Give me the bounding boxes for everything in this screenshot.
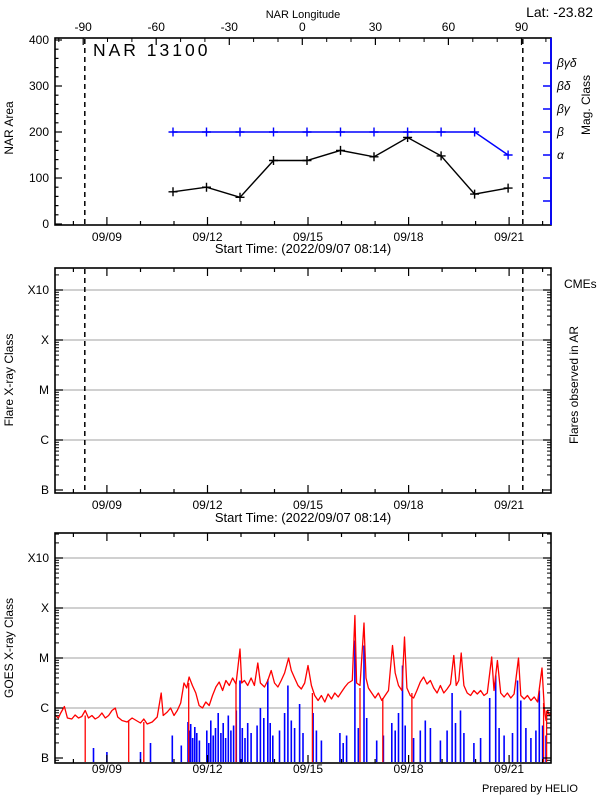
lon-tick-label: -30 xyxy=(221,20,239,34)
mag-class-marker xyxy=(168,127,178,137)
mag-class-tick-label: βδ xyxy=(556,79,571,93)
mag-class-marker xyxy=(503,150,513,160)
area-tick-label: 200 xyxy=(29,125,49,139)
date-label: 09/21 xyxy=(494,762,524,776)
class-tick-label: M xyxy=(39,651,49,665)
class-tick-label: X xyxy=(41,601,49,615)
nar-area-axis-label: NAR Area xyxy=(2,101,16,155)
lon-tick-label: -90 xyxy=(74,20,92,34)
lon-tick-label: 90 xyxy=(515,20,529,34)
area-tick-label: 400 xyxy=(29,33,49,47)
date-label: 09/18 xyxy=(394,498,424,512)
mag-class-marker xyxy=(235,127,245,137)
mag-class-marker xyxy=(202,127,211,137)
nar-longitude-axis-title: NAR Longitude xyxy=(266,9,341,21)
lon-tick-label: 30 xyxy=(369,20,383,34)
nar-area-marker xyxy=(202,182,211,192)
bottom-panel-box xyxy=(54,532,552,764)
nar-area-marker xyxy=(235,192,245,202)
mag-class-marker xyxy=(470,127,480,137)
area-tick-label: 300 xyxy=(29,79,49,93)
goes-xray-axis-label: GOES X-ray Class xyxy=(2,598,16,698)
date-label: 09/09 xyxy=(92,498,122,512)
nar-area-marker xyxy=(369,152,379,162)
class-tick-label: X10 xyxy=(28,283,50,297)
nar-area-marker xyxy=(436,151,446,161)
date-label: 09/21 xyxy=(494,498,524,512)
date-label: 09/15 xyxy=(293,230,323,244)
prepared-by-label: Prepared by HELIO xyxy=(482,783,578,795)
mag-class-marker xyxy=(302,127,312,137)
class-tick-label: B xyxy=(41,483,49,497)
class-tick-label: M xyxy=(39,383,49,397)
area-tick-label: 100 xyxy=(29,171,49,185)
date-label: 09/18 xyxy=(394,230,424,244)
class-tick-label: X xyxy=(41,333,49,347)
area-tick-label: 0 xyxy=(42,217,49,231)
lon-tick-label: 0 xyxy=(299,20,306,34)
goes-xray-line xyxy=(54,614,552,725)
nar-area-marker xyxy=(168,187,178,197)
class-tick-label: C xyxy=(40,701,49,715)
lon-tick-label: -60 xyxy=(148,20,166,34)
flares-observed-label: Flares observed in AR xyxy=(567,326,581,444)
date-label: 09/12 xyxy=(192,230,222,244)
cmes-label: CMEs xyxy=(564,277,597,291)
date-label: 09/21 xyxy=(494,230,524,244)
start-time-label-top: Start Time: (2022/09/07 08:14) xyxy=(215,241,391,256)
class-tick-label: C xyxy=(40,433,49,447)
nar-area-marker xyxy=(269,156,278,165)
mag-class-tick-label: β xyxy=(556,125,564,139)
date-label: 09/09 xyxy=(92,762,122,776)
panel-title: NAR 13100 xyxy=(93,40,210,60)
start-time-label-middle: Start Time: (2022/09/07 08:14) xyxy=(215,510,391,525)
nar-area-marker xyxy=(503,183,513,193)
mag-class-marker xyxy=(336,127,345,137)
mag-class-tick-label: α xyxy=(557,148,565,162)
mag-class-marker xyxy=(403,127,413,137)
mag-class-tick-label: βγ xyxy=(556,102,571,116)
lon-tick-label: 60 xyxy=(442,20,456,34)
date-label: 09/09 xyxy=(92,230,122,244)
date-label: 09/12 xyxy=(192,498,222,512)
nar-area-marker xyxy=(302,156,312,165)
nar-area-marker xyxy=(470,189,480,199)
mag-class-axis-label: Mag. Class xyxy=(579,75,593,135)
lat-label: Lat: -23.82 xyxy=(526,4,593,20)
date-label: 09/15 xyxy=(293,498,323,512)
date-label: 09/15 xyxy=(293,762,323,776)
date-label: 09/18 xyxy=(394,762,424,776)
nar-area-marker xyxy=(336,145,345,155)
date-label: 09/12 xyxy=(192,762,222,776)
middle-panel-box xyxy=(54,267,552,494)
mag-class-marker xyxy=(369,127,379,137)
class-tick-label: B xyxy=(41,751,49,765)
mag-class-marker xyxy=(436,127,446,137)
mag-class-marker xyxy=(269,127,278,137)
flare-xray-axis-label: Flare X-ray Class xyxy=(2,334,16,427)
mag-class-tick-label: βγδ xyxy=(556,56,577,70)
class-tick-label: X10 xyxy=(28,551,50,565)
